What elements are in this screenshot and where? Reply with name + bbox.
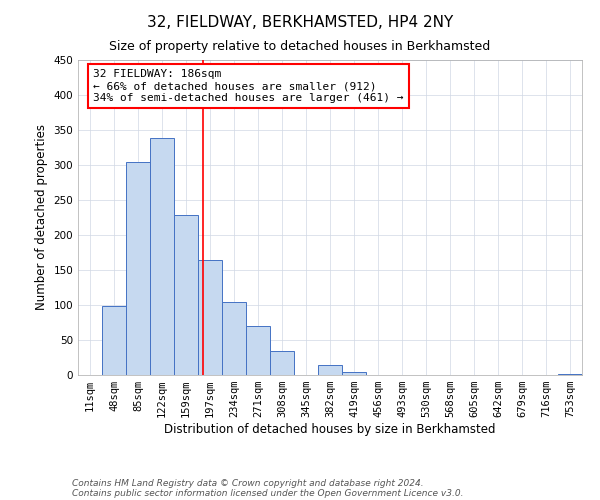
Bar (558, 374, 582, 375)
Bar (174, 216, 198, 375)
X-axis label: Distribution of detached houses by size in Berkhamsted: Distribution of detached houses by size … (164, 423, 496, 436)
Text: 32, FIELDWAY, BERKHAMSTED, HP4 2NY: 32, FIELDWAY, BERKHAMSTED, HP4 2NY (147, 15, 453, 30)
Bar (318, 365, 342, 375)
Text: Contains public sector information licensed under the Open Government Licence v3: Contains public sector information licen… (72, 488, 464, 498)
Bar (150, 138, 174, 375)
Y-axis label: Number of detached properties: Number of detached properties (35, 124, 48, 310)
Bar (198, 260, 222, 375)
Text: Size of property relative to detached houses in Berkhamsted: Size of property relative to detached ho… (109, 40, 491, 53)
Bar (126, 162, 150, 375)
Bar (222, 302, 246, 375)
Bar (102, 306, 126, 375)
Bar (270, 351, 294, 375)
Bar (342, 372, 366, 375)
Text: Contains HM Land Registry data © Crown copyright and database right 2024.: Contains HM Land Registry data © Crown c… (72, 478, 424, 488)
Bar (246, 326, 270, 375)
Text: 32 FIELDWAY: 186sqm
← 66% of detached houses are smaller (912)
34% of semi-detac: 32 FIELDWAY: 186sqm ← 66% of detached ho… (93, 70, 404, 102)
